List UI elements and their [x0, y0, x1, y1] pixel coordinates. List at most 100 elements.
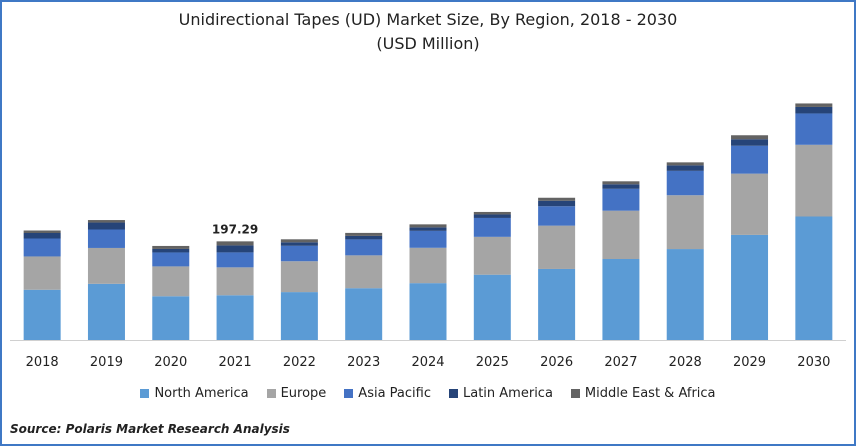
bar-2028-asia-pacific: [666, 170, 704, 196]
x-tick-label-2022: 2022: [283, 355, 316, 370]
legend-label: Latin America: [463, 386, 553, 401]
bar-2018-middle-east-africa: [23, 230, 61, 233]
bar-2026-europe: [538, 225, 576, 269]
bar-2018-asia-pacific: [23, 238, 61, 257]
x-tick-label-2025: 2025: [476, 355, 509, 370]
legend-item-asia-pacific: Asia Pacific: [344, 386, 431, 401]
bar-2025-middle-east-africa: [473, 211, 511, 215]
bar-2019-north-america: [87, 283, 125, 340]
bar-2022-middle-east-africa: [280, 239, 318, 243]
source-note: Source: Polaris Market Research Analysis: [10, 422, 290, 436]
legend-swatch: [449, 389, 458, 398]
legend-item-europe: Europe: [266, 386, 327, 401]
legend-swatch: [266, 389, 276, 398]
bar-2019-europe: [87, 247, 125, 284]
bar-2028-latin-america: [666, 165, 704, 171]
x-tick-label-2023: 2023: [347, 355, 380, 370]
bar-2018-north-america: [23, 289, 61, 340]
bar-2020-north-america: [152, 296, 190, 340]
chart-title-line2: (USD Million): [376, 34, 480, 53]
bar-2023-asia-pacific: [345, 239, 383, 256]
data-label-2021: 197.29: [212, 222, 258, 236]
bar-2028-middle-east-africa: [666, 162, 704, 166]
bar-2030-asia-pacific: [795, 113, 833, 145]
legend-swatch: [140, 389, 150, 398]
x-tick-label-2026: 2026: [540, 355, 573, 370]
bar-2021-europe: [216, 267, 254, 296]
bar-2021-latin-america: [216, 245, 254, 253]
x-tick-label-2021: 2021: [219, 355, 252, 370]
bar-2024-asia-pacific: [409, 230, 447, 248]
bar-2030-middle-east-africa: [795, 103, 833, 107]
bar-2029-europe: [731, 173, 769, 235]
legend-swatch: [570, 389, 580, 398]
x-tick-label-2028: 2028: [669, 355, 702, 370]
bar-2022-latin-america: [280, 242, 318, 246]
bar-2025-latin-america: [473, 214, 511, 218]
bar-2023-latin-america: [345, 235, 383, 240]
bar-2027-asia-pacific: [602, 188, 640, 211]
stacked-bar-chart: 2018 2019 2020 2021 197.29 2022 2023 2024 2025 20…: [10, 103, 846, 370]
bar-2027-middle-east-africa: [602, 181, 640, 185]
bar-2029-middle-east-africa: [731, 135, 769, 140]
bar-2019-middle-east-africa: [87, 220, 125, 223]
bar-2028-north-america: [666, 249, 704, 340]
bar-2023-middle-east-africa: [345, 232, 383, 236]
bar-2021-asia-pacific: [216, 252, 254, 268]
bar-2023-europe: [345, 255, 383, 289]
bar-2020-europe: [152, 266, 190, 297]
bar-2021-north-america: [216, 295, 254, 340]
x-tick-label-2024: 2024: [411, 355, 444, 370]
legend-item-north-america: North America: [140, 386, 249, 401]
bar-2018-latin-america: [23, 233, 61, 239]
bar-2022-asia-pacific: [280, 245, 318, 262]
chart-legend: North America Europe Asia Pacific Latin Ame…: [2, 386, 854, 401]
legend-swatch: [344, 389, 354, 398]
bar-2020-latin-america: [152, 248, 190, 253]
legend-item-latin-america: Latin America: [449, 386, 553, 401]
bar-2025-north-america: [473, 274, 511, 340]
legend-item-middle-east-africa: Middle East & Africa: [570, 386, 716, 401]
bar-2022-north-america: [280, 292, 318, 340]
bar-2027-north-america: [602, 259, 640, 340]
bar-2018-europe: [23, 256, 61, 290]
x-tick-label-2029: 2029: [733, 355, 766, 370]
legend-label: Middle East & Africa: [584, 386, 716, 401]
x-tick-label-2020: 2020: [154, 355, 187, 370]
bar-2022-europe: [280, 261, 318, 293]
x-tick-label-2019: 2019: [90, 355, 123, 370]
legend-label: Europe: [280, 386, 327, 401]
bar-2021-middle-east-africa: [216, 241, 254, 246]
bar-2027-latin-america: [602, 184, 640, 189]
legend-label: Asia Pacific: [358, 386, 431, 401]
bar-2019-asia-pacific: [87, 229, 125, 248]
bar-2030-europe: [795, 144, 833, 217]
bar-2026-north-america: [538, 268, 576, 340]
bar-2028-europe: [666, 195, 704, 250]
bar-2024-middle-east-africa: [409, 224, 447, 228]
bar-2023-north-america: [345, 288, 383, 340]
bar-2029-latin-america: [731, 139, 769, 146]
bar-2024-europe: [409, 247, 447, 284]
bar-2029-north-america: [731, 234, 769, 340]
bar-2030-north-america: [795, 216, 833, 340]
bar-2024-latin-america: [409, 227, 447, 231]
x-tick-label-2027: 2027: [604, 355, 637, 370]
bar-2026-asia-pacific: [538, 206, 576, 226]
bar-2026-middle-east-africa: [538, 197, 576, 201]
bar-2027-europe: [602, 210, 640, 259]
bar-2029-asia-pacific: [731, 145, 769, 174]
x-tick-label-2018: 2018: [26, 355, 59, 370]
bar-2020-asia-pacific: [152, 252, 190, 267]
legend-label: North America: [154, 386, 249, 401]
bar-2026-latin-america: [538, 200, 576, 207]
chart-title-line1: Unidirectional Tapes (UD) Market Size, B…: [178, 10, 678, 29]
bar-2025-europe: [473, 236, 511, 275]
bar-2019-latin-america: [87, 222, 125, 230]
bar-2024-north-america: [409, 283, 447, 340]
x-tick-label-2030: 2030: [797, 355, 830, 370]
bar-2025-asia-pacific: [473, 217, 511, 237]
bar-2030-latin-america: [795, 106, 833, 114]
bar-2020-middle-east-africa: [152, 245, 190, 249]
